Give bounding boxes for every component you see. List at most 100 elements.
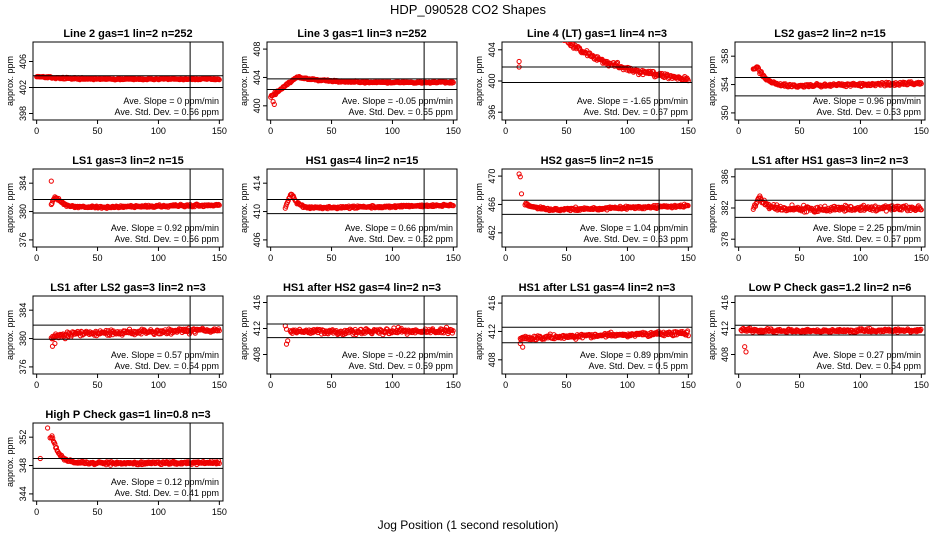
panel-title: HS1 after HS2 gas=4 lin=2 n=3 (283, 282, 441, 294)
x-tick-label: 50 (562, 380, 572, 390)
data-point (562, 42, 567, 43)
y-axis-label: approx. ppm (5, 437, 15, 487)
x-tick-label: 50 (562, 253, 572, 263)
y-tick-label: 404 (487, 42, 497, 57)
slope-annotation: Ave. Slope = 2.25 ppm/min (813, 223, 921, 233)
x-tick-label: 50 (93, 253, 103, 263)
x-tick-label: 50 (327, 253, 337, 263)
stddev-annotation: Ave. Std. Dev. = 0.57 ppm (817, 234, 921, 244)
plot-area (502, 296, 692, 374)
slope-annotation: Ave. Slope = 0 ppm/min (123, 96, 219, 106)
y-tick-label: 414 (252, 176, 262, 191)
data-point (743, 349, 749, 355)
x-tick-label: 150 (681, 126, 696, 136)
x-tick-label: 0 (34, 126, 39, 136)
x-tick-label: 150 (212, 507, 227, 517)
plot-area (267, 169, 457, 247)
panel-title: HS1 after LS1 gas=4 lin=2 n=3 (519, 282, 676, 294)
slope-annotation: Ave. Slope = 1.04 ppm/min (580, 223, 688, 233)
plot-area (33, 296, 223, 374)
data-point (50, 435, 56, 441)
panel-title: Low P Check gas=1.2 lin=2 n=6 (749, 282, 912, 294)
x-tick-label: 150 (212, 253, 227, 263)
y-tick-label: 382 (720, 200, 730, 215)
y-axis-label: approx. ppm (5, 56, 15, 106)
x-tick-label: 50 (795, 126, 805, 136)
y-tick-label: 412 (720, 321, 730, 336)
y-tick-label: 470 (487, 169, 497, 184)
x-tick-label: 100 (151, 253, 166, 263)
y-tick-label: 466 (487, 197, 497, 212)
plot-area (735, 169, 925, 247)
y-tick-label: 380 (18, 204, 28, 219)
y-axis-label: approx. ppm (707, 56, 717, 106)
plot-area (33, 169, 223, 247)
plot-frame (32, 422, 224, 502)
data-point (918, 81, 924, 87)
panel-title: HS2 gas=5 lin=2 n=15 (541, 155, 654, 167)
x-tick-label: 0 (736, 380, 741, 390)
x-tick-label: 50 (327, 126, 337, 136)
data-point (45, 425, 51, 431)
x-tick-label: 150 (446, 253, 461, 263)
x-tick-label: 150 (446, 380, 461, 390)
y-tick-label: 352 (18, 430, 28, 445)
y-tick-label: 406 (18, 54, 28, 69)
figure-xlabel: Jog Position (1 second resolution) (377, 518, 559, 532)
x-tick-label: 100 (151, 126, 166, 136)
panel-title: High P Check gas=1 lin=0.8 n=3 (45, 409, 210, 421)
stddev-annotation: Ave. Std. Dev. = 0.52 ppm (349, 234, 453, 244)
data-point (518, 191, 525, 197)
x-tick-label: 100 (151, 507, 166, 517)
panel-title: Line 3 gas=1 lin=3 n=252 (297, 28, 426, 40)
x-tick-label: 0 (34, 253, 39, 263)
data-point (755, 65, 762, 71)
data-point (107, 332, 113, 338)
y-tick-label: 396 (487, 105, 497, 120)
y-axis-label: approx. ppm (474, 183, 484, 233)
y-axis-label: approx. ppm (5, 310, 15, 360)
x-tick-label: 150 (914, 380, 929, 390)
plot-frame (501, 295, 693, 375)
x-tick-label: 100 (853, 253, 868, 263)
y-tick-label: 462 (487, 225, 497, 240)
x-tick-label: 150 (446, 126, 461, 136)
plot-frame (734, 41, 926, 121)
slope-annotation: Ave. Slope = -0.05 ppm/min (342, 96, 453, 106)
slope-annotation: Ave. Slope = 0.27 ppm/min (813, 350, 921, 360)
data-point (271, 101, 277, 108)
x-tick-label: 150 (212, 380, 227, 390)
x-tick-label: 150 (212, 126, 227, 136)
x-tick-label: 50 (795, 253, 805, 263)
x-tick-label: 100 (151, 380, 166, 390)
y-tick-label: 354 (720, 77, 730, 92)
panel-8: LS1 after HS1 gas=3 lin=2 n=3 378 382 386ap… (707, 155, 929, 263)
x-tick-label: 0 (503, 126, 508, 136)
plot-frame (266, 295, 458, 375)
x-tick-label: 50 (93, 126, 103, 136)
x-tick-label: 50 (327, 380, 337, 390)
plot-area (267, 42, 457, 120)
data-point (516, 171, 522, 177)
data-point (789, 202, 795, 208)
x-tick-label: 150 (681, 380, 696, 390)
x-tick-label: 0 (503, 380, 508, 390)
plot-area (33, 42, 223, 120)
stddev-annotation: Ave. Std. Dev. = 0.59 ppm (349, 361, 453, 371)
data-point (52, 340, 58, 347)
stddev-annotation: Ave. Std. Dev. = 0.63 ppm (584, 234, 688, 244)
x-tick-label: 150 (914, 126, 929, 136)
data-point (449, 330, 455, 336)
x-tick-label: 100 (620, 126, 635, 136)
x-tick-label: 50 (562, 126, 572, 136)
panel-title: LS1 after LS2 gas=3 lin=2 n=3 (50, 282, 206, 294)
y-axis-label: approx. ppm (239, 310, 249, 360)
x-tick-label: 50 (795, 380, 805, 390)
x-tick-label: 100 (620, 253, 635, 263)
y-tick-label: 380 (18, 331, 28, 346)
figure-title: HDP_090528 CO2 Shapes (389, 2, 547, 17)
x-tick-label: 150 (681, 253, 696, 263)
